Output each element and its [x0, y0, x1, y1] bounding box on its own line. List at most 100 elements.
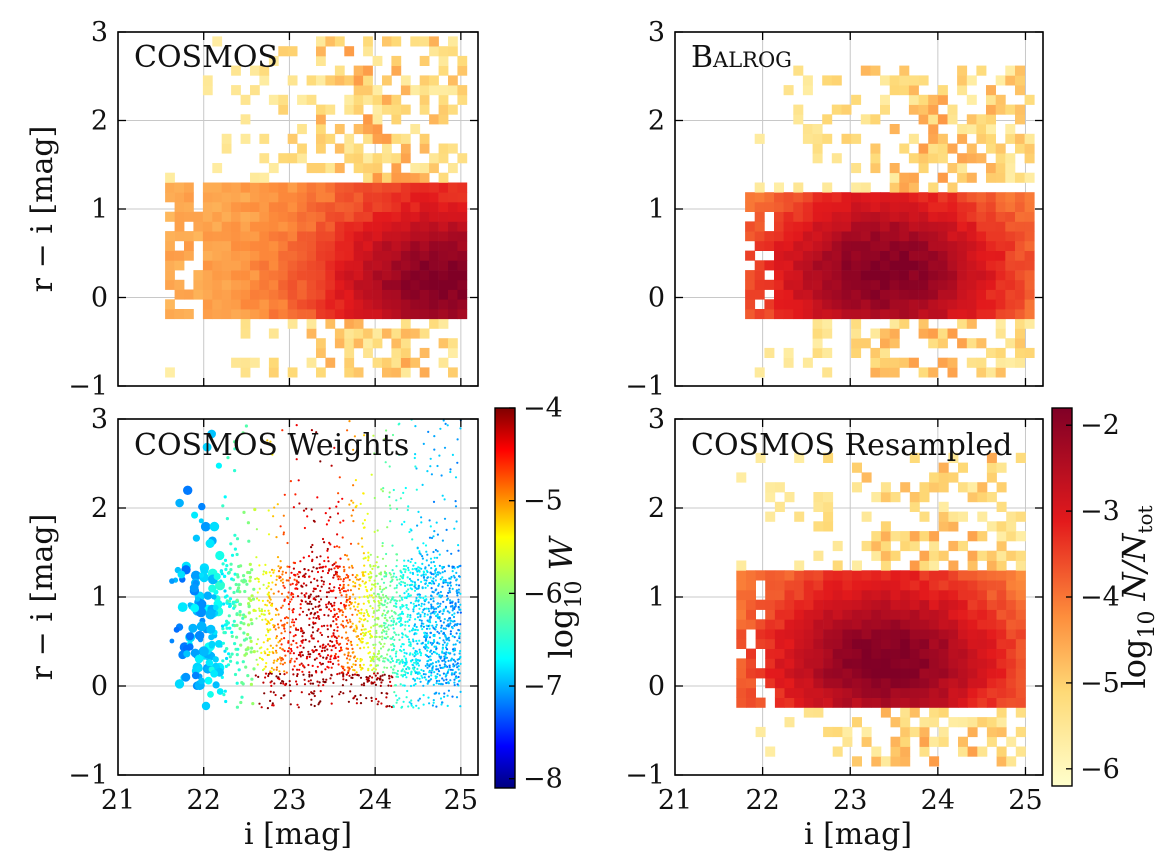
scatter-point — [448, 611, 451, 614]
scatter-point — [371, 635, 374, 638]
scatter-point — [436, 533, 439, 536]
scatter-point — [310, 546, 313, 549]
scatter-point — [242, 631, 246, 635]
heatmap-bin — [344, 192, 355, 203]
scatter-point — [445, 648, 449, 651]
scatter-point — [287, 640, 290, 643]
heatmap-bin — [880, 599, 891, 610]
scatter-point — [345, 637, 348, 640]
heatmap-bin — [372, 328, 383, 339]
scatter-point — [334, 561, 337, 564]
scatter-point — [314, 649, 318, 652]
heatmap-bin — [268, 192, 279, 203]
scatter-point — [339, 690, 342, 694]
heatmap-bin — [831, 250, 842, 261]
scatter-point — [399, 607, 402, 610]
scatter-point — [359, 647, 362, 650]
scatter-point — [382, 596, 385, 599]
heatmap-bin — [889, 289, 900, 300]
heatmap-bin — [880, 289, 890, 300]
heatmap-bin — [448, 182, 458, 193]
heatmap-bin — [1006, 756, 1017, 767]
scatter-point — [237, 583, 241, 587]
scatter-point — [386, 596, 389, 599]
heatmap-bin — [929, 668, 940, 679]
heatmap-bin — [880, 668, 891, 679]
heatmap-bin — [774, 570, 785, 581]
heatmap-bin — [1015, 531, 1026, 542]
heatmap-bin — [793, 65, 804, 76]
scatter-point — [445, 681, 448, 685]
scatter-point — [293, 621, 296, 624]
scatter-point — [333, 545, 336, 549]
heatmap-bin — [1015, 279, 1025, 290]
scatter-point — [302, 582, 305, 585]
heatmap-bin — [353, 65, 364, 76]
heatmap-bin — [765, 492, 776, 503]
scatter-point — [244, 652, 248, 656]
heatmap-bin — [976, 153, 987, 164]
scatter-point — [351, 573, 354, 577]
scatter-point — [434, 579, 437, 582]
scatter-point — [430, 603, 433, 606]
scatter-point — [330, 604, 334, 607]
scatter-point — [246, 632, 250, 637]
heatmap-bin — [240, 328, 251, 339]
heatmap-bin — [823, 580, 834, 591]
scatter-point — [328, 644, 331, 648]
heatmap-bin — [967, 589, 978, 601]
scatter-point — [432, 634, 435, 638]
scatter-point — [235, 653, 239, 657]
scatter-point — [432, 535, 435, 538]
heatmap-bin — [890, 658, 901, 669]
scatter-point — [295, 683, 299, 686]
heatmap-bin — [783, 221, 794, 232]
scatter-point — [311, 558, 314, 561]
heatmap-bin — [996, 589, 1007, 601]
scatter-point — [378, 659, 381, 662]
heatmap-bin — [958, 540, 968, 552]
scatter-point — [444, 579, 447, 582]
heatmap-bin — [823, 501, 834, 512]
scatter-point — [319, 598, 323, 601]
scatter-point — [364, 585, 367, 589]
heatmap-bin — [919, 678, 930, 689]
scatter-point — [413, 661, 416, 664]
heatmap-bin — [165, 192, 175, 203]
scatter-point — [301, 635, 304, 638]
scatter-point — [296, 674, 299, 678]
scatter-point — [358, 637, 361, 641]
heatmap-bin — [1006, 580, 1017, 591]
heatmap-bin — [938, 726, 949, 738]
heatmap-bin — [184, 289, 194, 300]
heatmap-bin — [900, 697, 911, 708]
heatmap-bin — [745, 250, 756, 261]
scatter-point — [307, 680, 310, 683]
heatmap-bin — [391, 211, 402, 222]
heatmap-bin — [419, 133, 430, 144]
heatmap-bin — [966, 240, 977, 251]
heatmap-bin — [372, 85, 383, 96]
scatter-point — [441, 651, 444, 654]
heatmap-bin — [325, 192, 336, 203]
heatmap-bin — [889, 318, 900, 329]
heatmap-bin — [831, 270, 842, 281]
scatter-point — [223, 595, 227, 599]
heatmap-bin — [928, 328, 939, 339]
scatter-point — [329, 609, 333, 613]
heatmap-bin — [344, 143, 355, 154]
heatmap-bin — [774, 240, 784, 251]
heatmap-bin — [966, 338, 977, 349]
scatter-point — [374, 674, 377, 677]
heatmap-bin — [353, 260, 364, 271]
scatter-point — [326, 628, 329, 631]
heatmap-bin — [297, 299, 307, 310]
heatmap-bin — [900, 589, 911, 601]
heatmap-bin — [967, 482, 978, 493]
heatmap-bin — [996, 668, 1007, 679]
heatmap-bin — [860, 240, 871, 251]
scatter-point — [235, 589, 239, 593]
scatter-point — [200, 521, 211, 532]
heatmap-bin — [823, 619, 834, 630]
heatmap-bin — [919, 580, 930, 591]
